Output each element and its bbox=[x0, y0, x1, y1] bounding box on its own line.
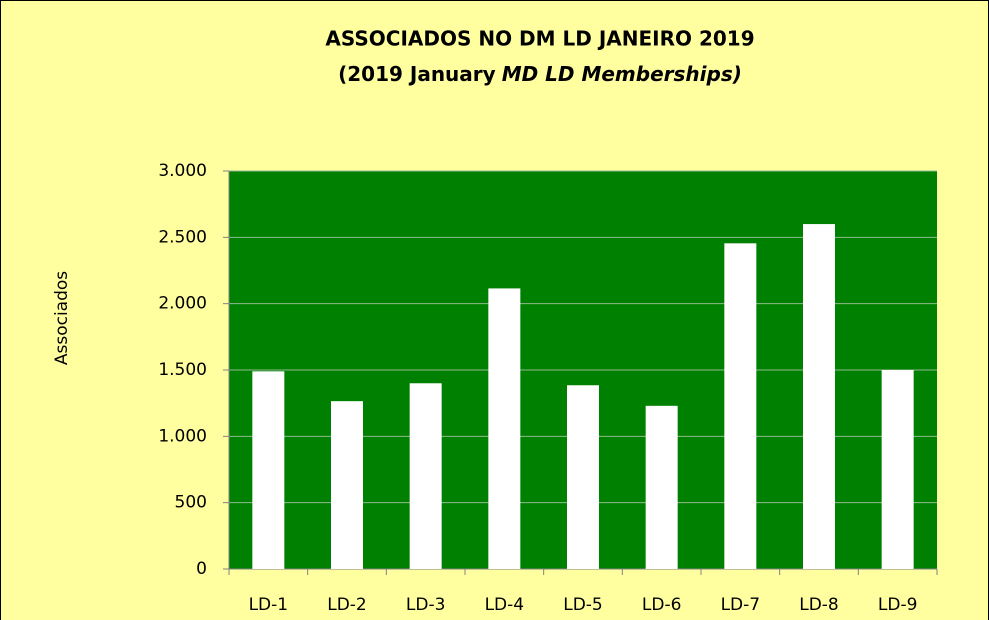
subtitle-part: MD LD Memberships) bbox=[502, 62, 742, 86]
x-tick-label: LD-4 bbox=[485, 595, 525, 615]
y-axis-label: Associados bbox=[52, 271, 72, 365]
x-tick-label: LD-7 bbox=[721, 595, 761, 615]
bar bbox=[803, 224, 835, 570]
x-tick-label: LD-5 bbox=[563, 595, 603, 615]
y-tick-label: 0 bbox=[196, 559, 207, 579]
y-tick-label: 3.000 bbox=[158, 161, 207, 181]
y-tick-label: 2.500 bbox=[158, 227, 207, 247]
bar bbox=[252, 371, 285, 569]
x-tick-label: LD-8 bbox=[799, 595, 839, 615]
bar bbox=[645, 405, 678, 569]
x-tick-label: LD-3 bbox=[406, 595, 446, 615]
bar bbox=[724, 243, 757, 569]
x-tick-label: LD-9 bbox=[878, 595, 918, 615]
bar bbox=[567, 385, 599, 569]
chart-subtitle: (2019 January MD LD Memberships) bbox=[338, 62, 742, 86]
chart-title: ASSOCIADOS NO DM LD JANEIRO 2019 bbox=[325, 27, 754, 51]
x-tick-label: LD-1 bbox=[249, 595, 289, 615]
bar bbox=[881, 370, 914, 569]
y-tick-label: 2.000 bbox=[158, 294, 207, 314]
bar bbox=[409, 383, 442, 569]
y-tick-label: 500 bbox=[175, 493, 207, 513]
y-tick-label: 1.000 bbox=[158, 426, 207, 446]
bar bbox=[331, 401, 363, 569]
x-tick-label: LD-6 bbox=[642, 595, 682, 615]
bar bbox=[488, 288, 521, 569]
x-tick-label: LD-2 bbox=[327, 595, 367, 615]
y-tick-label: 1.500 bbox=[158, 360, 207, 380]
subtitle-part: (2019 January bbox=[338, 62, 496, 86]
